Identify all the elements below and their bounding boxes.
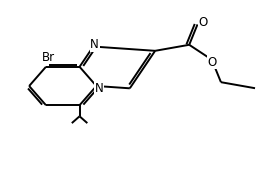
Text: Br: Br [42, 51, 55, 64]
Text: O: O [207, 56, 216, 69]
Text: O: O [199, 16, 208, 29]
Text: N: N [95, 82, 103, 95]
Text: N: N [90, 38, 99, 51]
